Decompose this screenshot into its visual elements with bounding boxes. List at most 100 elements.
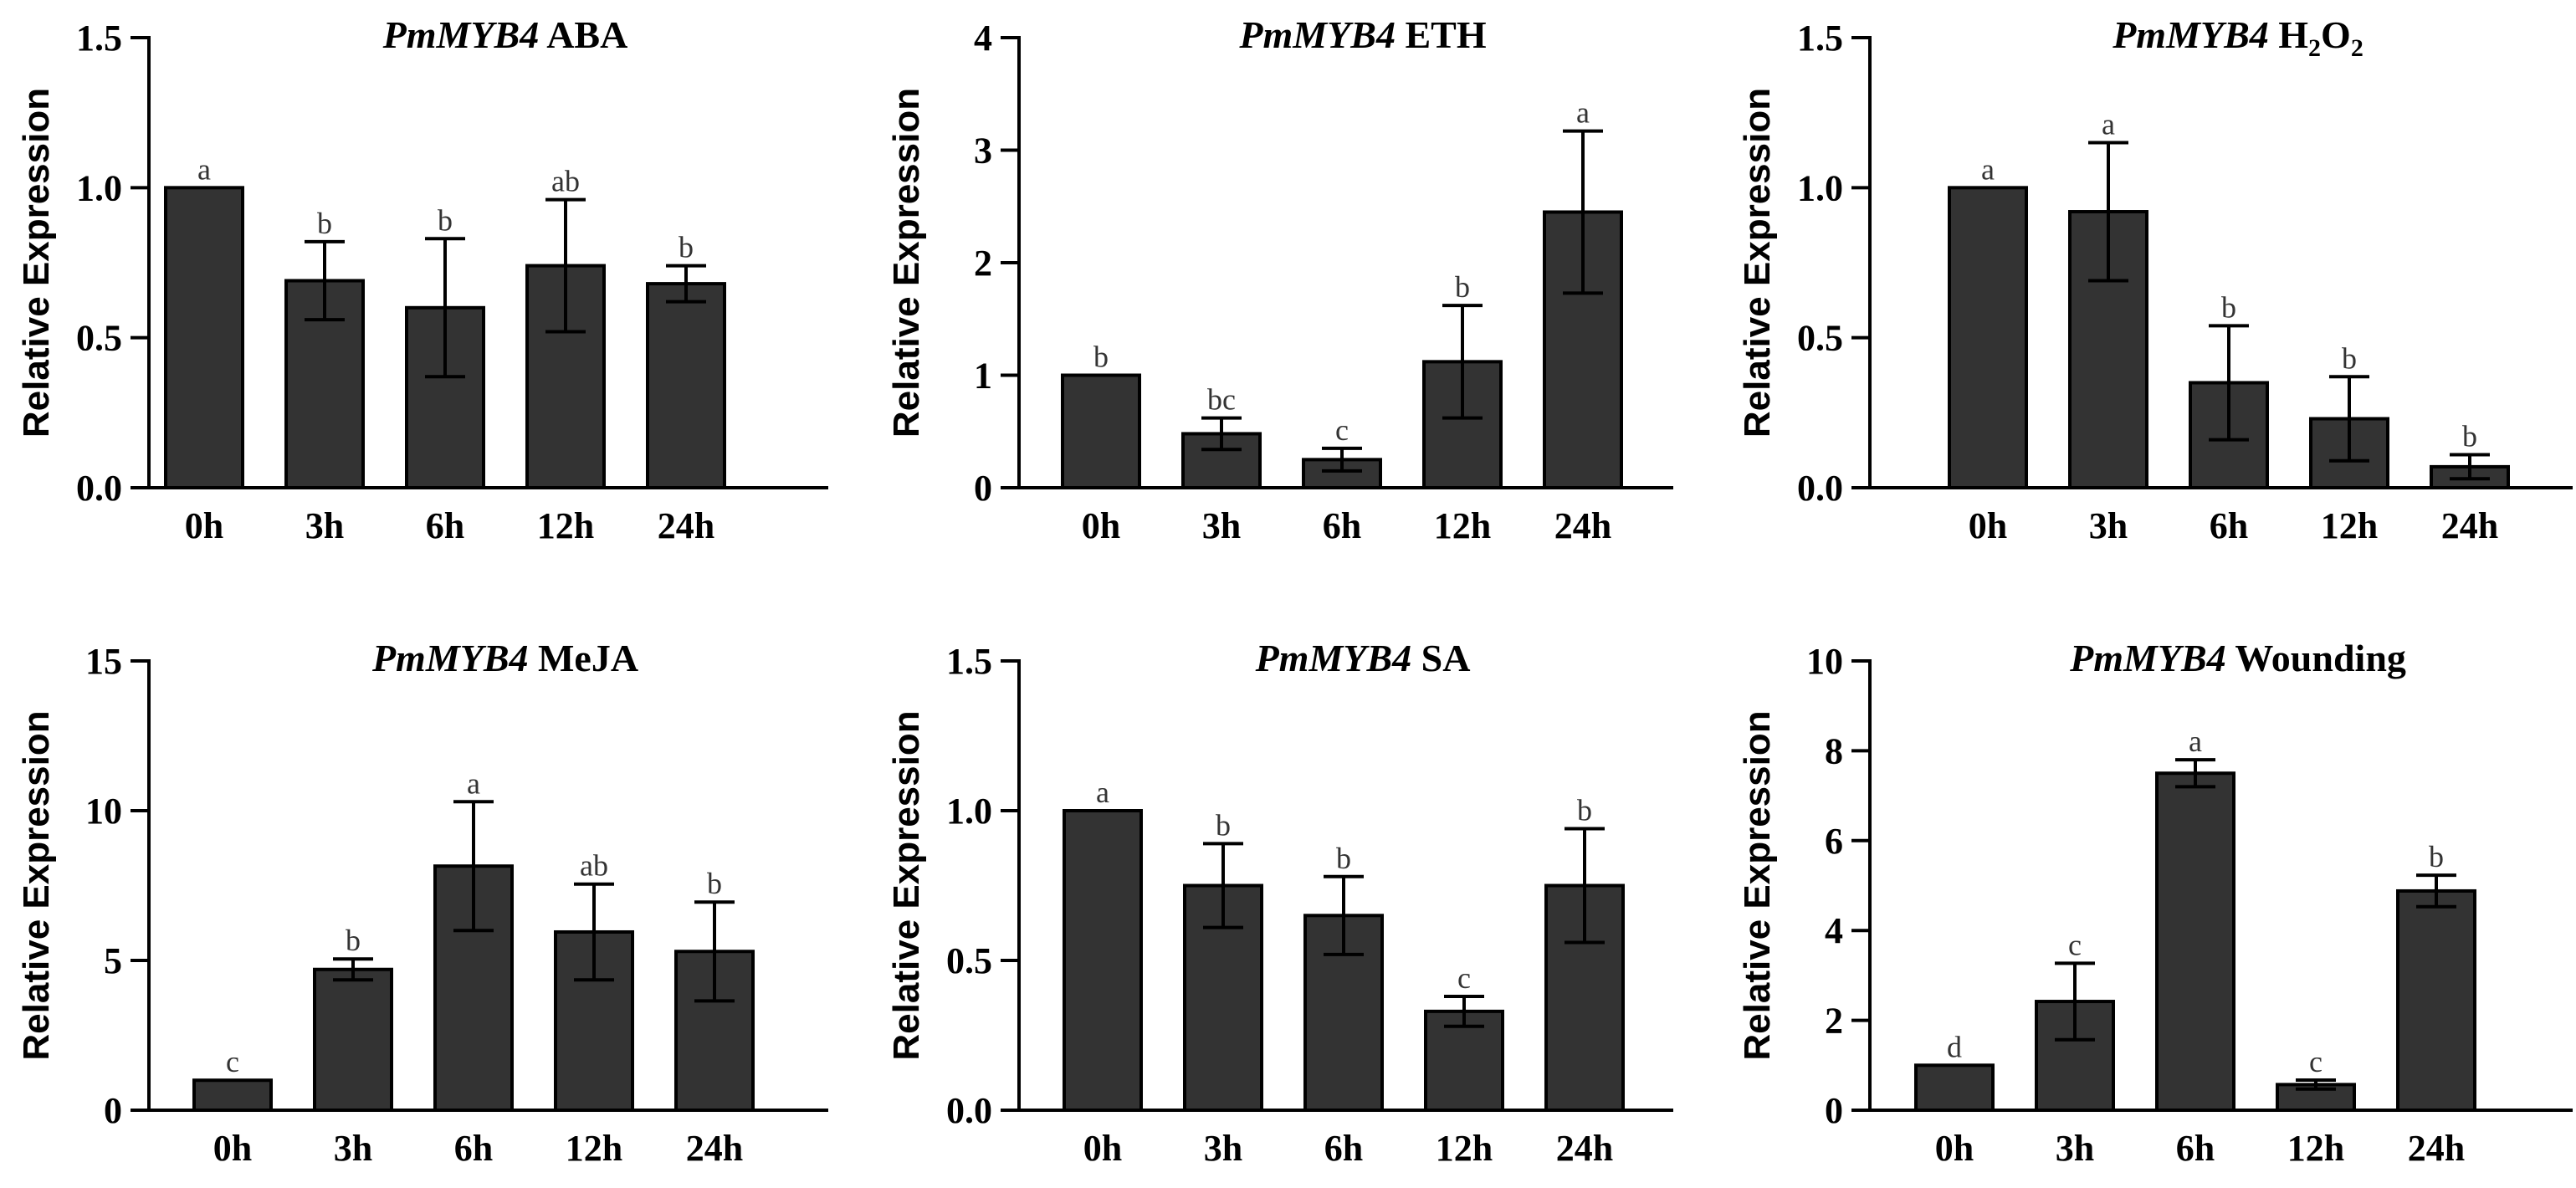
y-tick-label: 4	[1825, 910, 1843, 951]
chart-panel-5: PmMYB4 SA Relative Expression 0.0 0.5 1.0 1.5…	[886, 637, 1673, 1169]
y-tick-label: 10	[85, 791, 122, 832]
significance-letter: a	[2189, 725, 2202, 758]
x-tick-label: 0h	[1083, 1128, 1122, 1169]
y-axis-label: Relative Expression	[16, 710, 57, 1060]
significance-letter: c	[226, 1045, 239, 1078]
y-tick-label: 10	[1806, 641, 1843, 682]
bar	[1914, 1063, 1995, 1113]
significance-letter: b	[2342, 341, 2357, 375]
chart-title: PmMYB4 ABA	[382, 13, 628, 56]
bar	[192, 1078, 273, 1112]
chart-panel-4: PmMYB4 MeJA Relative Expression 0 5 10 15 c 0h b…	[16, 637, 828, 1169]
chart-panel-6: PmMYB4 Wounding Relative Expression 0 2 4 6 8 1…	[1737, 637, 2573, 1169]
significance-letter: d	[1947, 1030, 1962, 1063]
chart-title-gene: PmMYB4	[1255, 637, 1412, 679]
significance-letter: b	[1336, 842, 1351, 875]
y-axis-label: Relative Expression	[1737, 710, 1778, 1060]
significance-letter: a	[467, 766, 480, 800]
chart-title-treatment: SA	[1411, 637, 1470, 679]
y-tick-label: 1.5	[946, 641, 992, 682]
y-axis-label: Relative Expression	[16, 88, 57, 438]
bar	[2155, 771, 2235, 1112]
significance-letter: b	[2462, 420, 2477, 453]
y-tick-label: 5	[104, 940, 122, 981]
y-tick-label: 0	[104, 1090, 122, 1131]
bar	[2276, 1083, 2356, 1112]
x-tick-label: 24h	[1556, 1128, 1613, 1169]
chart-title-treatment: Wounding	[2226, 637, 2406, 679]
significance-letter: c	[2068, 928, 2082, 961]
significance-letter: b	[707, 867, 722, 900]
significance-letter: c	[2309, 1045, 2322, 1078]
chart-title: PmMYB4 MeJA	[371, 637, 638, 679]
x-tick-label: 6h	[2176, 1128, 2215, 1169]
x-tick-label: 6h	[2210, 505, 2248, 546]
chart-title: PmMYB4 H2O2	[2112, 13, 2363, 62]
y-tick-label: 0.0	[946, 1090, 992, 1131]
x-tick-label: 24h	[1554, 505, 1611, 546]
x-tick-label: 24h	[658, 505, 714, 546]
x-tick-label: 3h	[305, 505, 344, 546]
bar	[313, 967, 393, 1112]
chart-title-treatment: MeJA	[529, 637, 639, 679]
chart-title: PmMYB4 ETH	[1238, 13, 1486, 56]
x-tick-label: 0h	[185, 505, 223, 546]
x-tick-label: 3h	[2089, 505, 2128, 546]
y-tick-label: 2	[1825, 1001, 1843, 1042]
y-tick-label: 0.0	[76, 468, 122, 509]
significance-letter: ab	[580, 849, 608, 883]
significance-letter: a	[197, 152, 211, 186]
bar	[164, 186, 244, 489]
significance-letter: b	[1455, 270, 1470, 304]
significance-letter: b	[317, 207, 332, 240]
x-tick-label: 12h	[537, 505, 594, 546]
x-tick-label: 24h	[686, 1128, 743, 1169]
chart-title: PmMYB4 Wounding	[2069, 637, 2406, 679]
chart-panel-1: PmMYB4 ABA Relative Expression 0.0 0.5 1.0 1.…	[16, 13, 828, 546]
y-tick-label: 1.0	[1797, 167, 1843, 208]
x-tick-label: 0h	[1969, 505, 2007, 546]
bar	[2396, 888, 2476, 1112]
significance-letter: b	[2429, 840, 2444, 873]
chart-title-gene: PmMYB4	[382, 13, 540, 56]
y-tick-label: 0	[1825, 1090, 1843, 1131]
y-tick-label: 1.0	[76, 167, 122, 208]
x-tick-label: 12h	[566, 1128, 622, 1169]
significance-letter: b	[346, 924, 361, 957]
x-tick-label: 0h	[1082, 505, 1120, 546]
x-tick-label: 6h	[1323, 505, 1361, 546]
y-tick-label: 6	[1825, 821, 1843, 862]
x-tick-label: 3h	[334, 1128, 372, 1169]
x-tick-label: 0h	[213, 1128, 252, 1169]
significance-letter: ab	[551, 165, 580, 198]
y-tick-label: 1.5	[76, 18, 122, 59]
significance-letter: bc	[1207, 383, 1236, 417]
bar	[1061, 373, 1141, 489]
x-tick-label: 3h	[1204, 1128, 1242, 1169]
y-tick-label: 8	[1825, 730, 1843, 771]
significance-letter: a	[1096, 776, 1109, 809]
y-tick-label: 1.0	[946, 791, 992, 832]
significance-letter: b	[438, 203, 453, 237]
y-axis-label: Relative Expression	[886, 710, 927, 1060]
x-tick-label: 24h	[2408, 1128, 2465, 1169]
y-tick-label: 3	[974, 131, 992, 172]
chart-title-gene: PmMYB4	[2069, 637, 2226, 679]
x-tick-label: 12h	[1434, 505, 1491, 546]
x-tick-label: 0h	[1935, 1128, 1974, 1169]
chart-title-gene: PmMYB4	[1238, 13, 1396, 56]
y-tick-label: 2	[974, 243, 992, 284]
significance-letter: b	[1093, 341, 1109, 374]
x-tick-label: 24h	[2441, 505, 2498, 546]
significance-letter: c	[1335, 413, 1349, 447]
significance-letter: c	[1457, 961, 1471, 995]
chart-title-treatment: ETH	[1396, 13, 1487, 56]
y-tick-label: 1	[974, 356, 992, 397]
significance-letter: b	[2221, 290, 2236, 324]
x-tick-label: 12h	[2321, 505, 2378, 546]
significance-letter: a	[2102, 108, 2115, 141]
